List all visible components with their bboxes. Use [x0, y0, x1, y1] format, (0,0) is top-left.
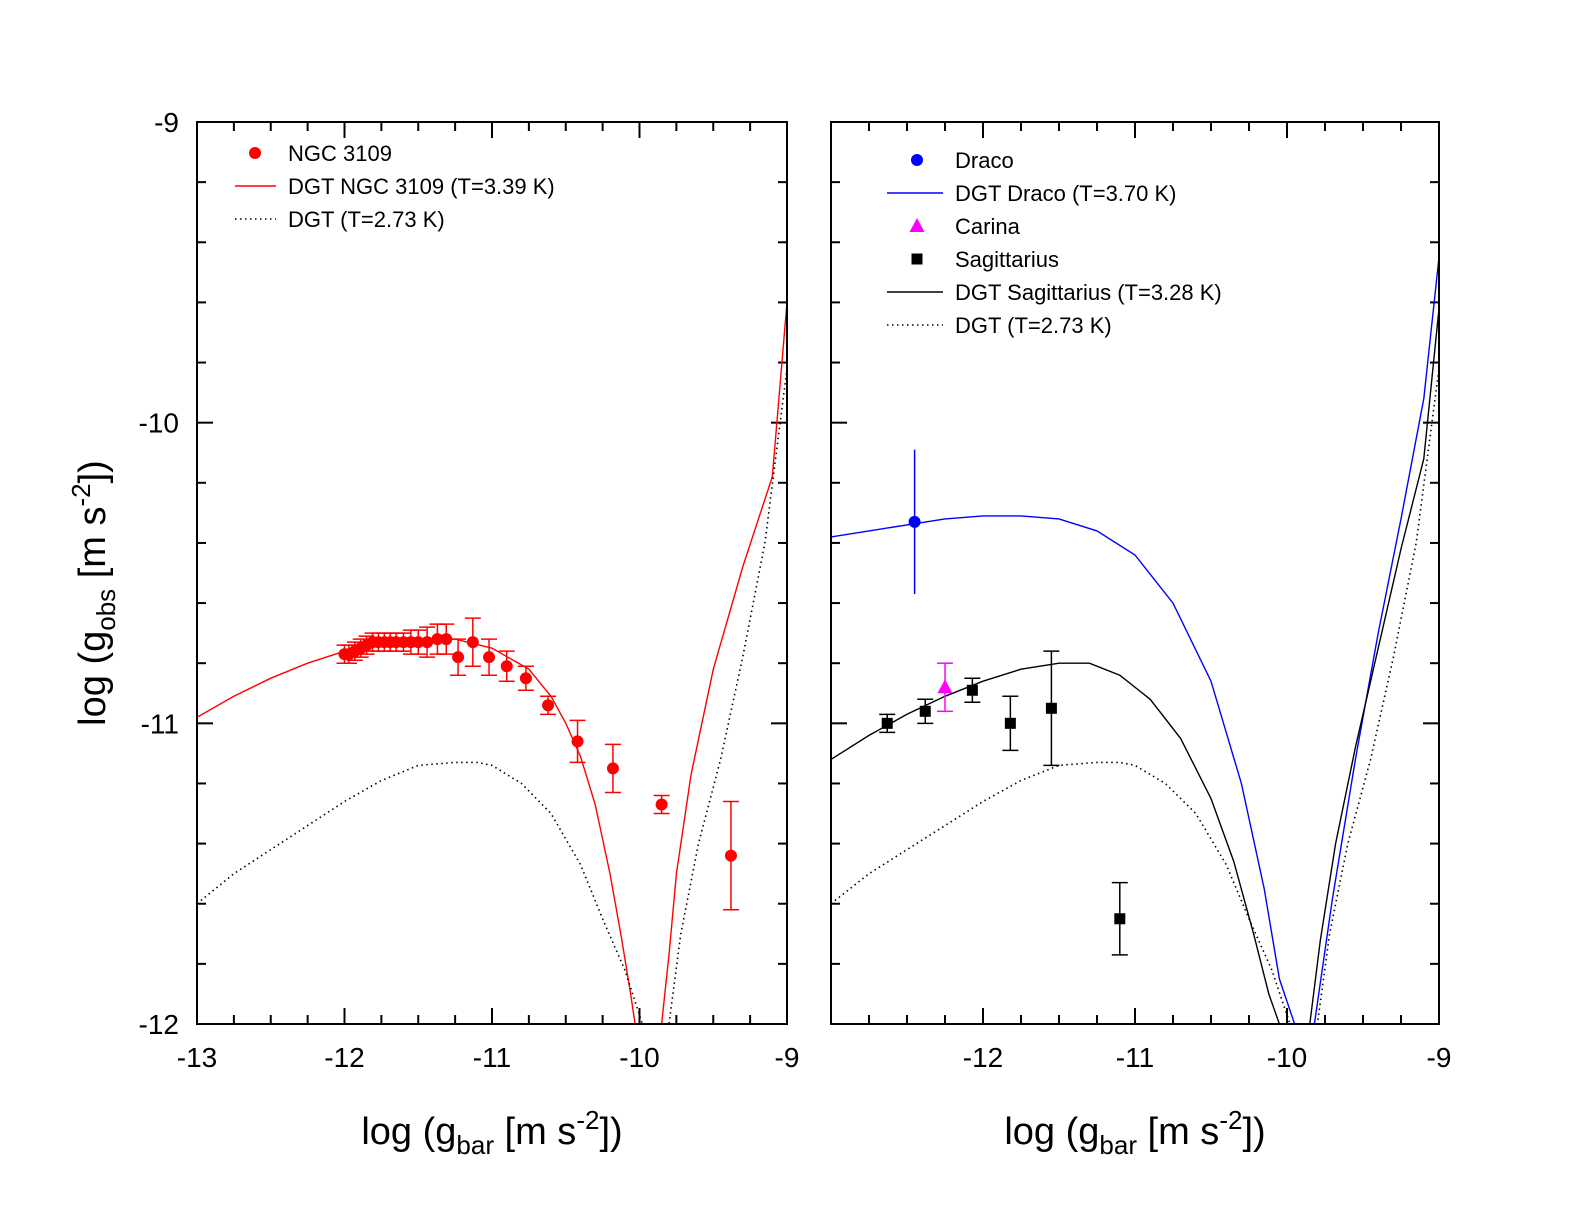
legend-label-dgt-t-2-73-k: DGT (T=2.73 K) [288, 207, 445, 232]
data-point-sagittarius [1004, 717, 1016, 729]
x-axis-label: log (gbar [m s-2]) [361, 1105, 622, 1160]
series-line-dgt-t-2-73-k [831, 368, 1439, 1024]
data-point-ngc-3109 [606, 762, 619, 775]
data-point-ngc-3109 [421, 636, 434, 649]
data-point-sagittarius [919, 705, 931, 717]
y-tick-label: -12 [139, 1009, 179, 1040]
data-point-ngc-3109 [571, 735, 584, 748]
legend: Draco DGT Draco (T=3.70 K) Carina Sagittari… [887, 148, 1222, 338]
x-tick-label: -12 [963, 1042, 1003, 1073]
series-line-dgt-draco-t-3-70-k [831, 257, 1439, 1024]
data-point-draco [908, 515, 921, 528]
x-tick-label: -11 [473, 1042, 511, 1073]
y-tick-label: -11 [141, 708, 179, 739]
legend-label-carina: Carina [955, 214, 1021, 239]
legend-label-dgt-sagittarius-t-3-28-k: DGT Sagittarius (T=3.28 K) [955, 280, 1222, 305]
x-tick-label: -11 [1116, 1042, 1154, 1073]
x-tick-label: -12 [324, 1042, 364, 1073]
plot-area [197, 302, 787, 1024]
x-tick-label: -9 [1427, 1042, 1452, 1073]
x-axis-label: log (gbar [m s-2]) [1004, 1105, 1265, 1160]
legend-swatch-sagittarius [911, 253, 923, 265]
data-point-ngc-3109 [724, 849, 737, 862]
y-axis-label: log (gobs [m s-2]) [66, 460, 121, 726]
data-point-sagittarius [1114, 913, 1126, 925]
data-point-sagittarius [1045, 702, 1057, 714]
x-tick-label: -9 [775, 1042, 800, 1073]
series-line-dgt-ngc-3109-t-3-39-k [197, 302, 787, 1024]
legend-label-dgt-ngc-3109-t-3-39-k: DGT NGC 3109 (T=3.39 K) [288, 174, 555, 199]
x-tick-label: -10 [619, 1042, 659, 1073]
plot-area [831, 257, 1439, 1024]
y-tick-label: -9 [154, 107, 179, 138]
legend-label-ngc-3109: NGC 3109 [288, 141, 392, 166]
data-point-ngc-3109 [519, 672, 532, 685]
legend: NGC 3109 DGT NGC 3109 (T=3.39 K) DGT (T=2.… [235, 141, 555, 232]
legend-swatch-ngc-3109 [249, 147, 261, 159]
x-tick-label: -10 [1267, 1042, 1307, 1073]
plot-frame [830, 121, 1440, 1025]
data-point-ngc-3109 [440, 633, 453, 646]
legend-label-dgt-draco-t-3-70-k: DGT Draco (T=3.70 K) [955, 181, 1177, 206]
data-point-ngc-3109 [500, 660, 513, 673]
series-line-dgt-sagittarius-t-3-28-k [831, 308, 1439, 1024]
data-point-ngc-3109 [655, 798, 668, 811]
data-point-ngc-3109 [412, 636, 425, 649]
y-axis-label-group: log (gobs [m s-2]) [66, 460, 121, 726]
data-point-ngc-3109 [431, 633, 444, 646]
data-point-ngc-3109 [452, 651, 465, 664]
legend-label-dgt-t-2-73-k: DGT (T=2.73 K) [955, 313, 1112, 338]
data-point-ngc-3109 [542, 699, 555, 712]
data-point-sagittarius [881, 717, 893, 729]
legend-label-draco: Draco [955, 148, 1014, 173]
series-line-dgt-t-2-73-k [197, 368, 787, 1024]
legend-swatch-carina [909, 218, 925, 232]
data-point-ngc-3109 [466, 636, 479, 649]
legend-swatch-draco [911, 154, 923, 166]
y-tick-label: -10 [139, 408, 179, 439]
data-point-sagittarius [966, 684, 978, 696]
data-point-carina [937, 679, 953, 694]
legend-label-sagittarius: Sagittarius [955, 247, 1059, 272]
plot-frame [196, 121, 788, 1025]
x-tick-label: -13 [177, 1042, 217, 1073]
data-point-ngc-3109 [483, 651, 496, 664]
right-panel: -12 -11 -10 -9 Draco DGT Draco (T=3.70 K) Cari… [830, 121, 1452, 1160]
